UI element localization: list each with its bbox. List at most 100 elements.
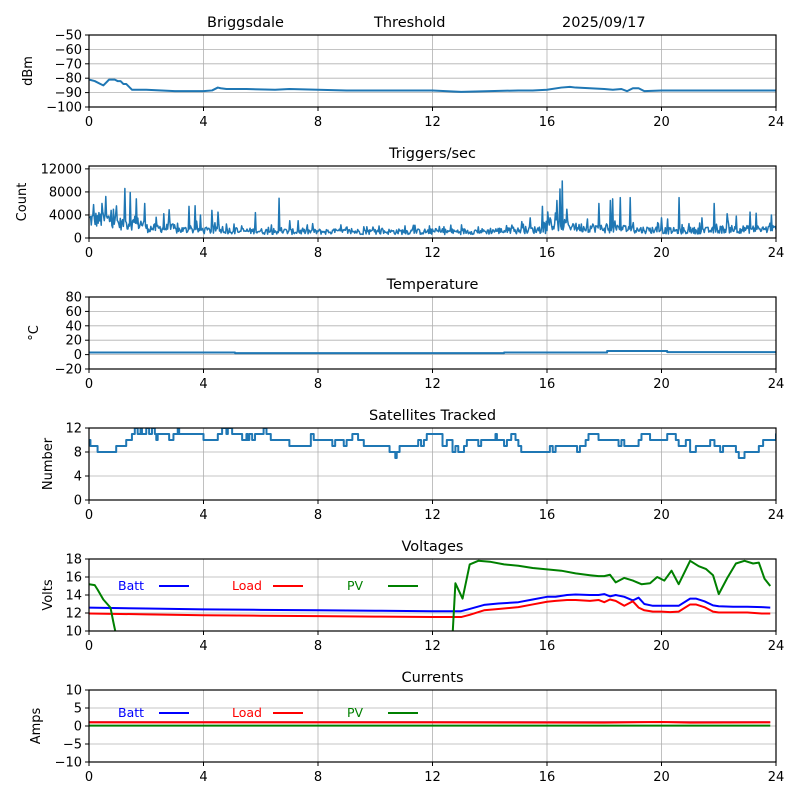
x-tick-label: 8 — [314, 770, 322, 785]
y-tick-label: −20 — [55, 363, 82, 378]
y-axis-label: dBm — [21, 56, 36, 86]
series-line-load — [89, 598, 771, 619]
x-tick-label: 16 — [539, 639, 556, 654]
panel-title: Satellites Tracked — [369, 408, 496, 424]
panel-satellites: 0 4 8 12 16 20 24 0 4 8 12 Number Satellites Tracked — [41, 408, 784, 523]
x-tick-label: 24 — [768, 115, 785, 130]
x-tick-label: 8 — [314, 377, 322, 392]
x-tick-label: 4 — [199, 639, 207, 654]
x-tick-label: 4 — [199, 377, 207, 392]
legend-item-load: Load — [232, 578, 303, 593]
x-tick-label: 16 — [539, 508, 556, 523]
y-tick-label: 4000 — [49, 208, 82, 223]
y-axis: 0 4000 8000 12000 — [41, 162, 89, 247]
legend-item-pv: PV — [347, 705, 418, 720]
x-tick-label: 4 — [199, 115, 207, 130]
y-tick-label: 12 — [65, 422, 82, 437]
y-axis-label: Amps — [29, 707, 44, 744]
series-group — [89, 350, 776, 355]
x-axis: 0 4 8 12 16 20 24 — [85, 762, 784, 785]
x-tick-label: 8 — [314, 115, 322, 130]
y-tick-label: 18 — [65, 553, 82, 568]
x-tick-label: 20 — [653, 639, 670, 654]
y-tick-label: −5 — [63, 738, 82, 753]
x-tick-label: 0 — [85, 377, 93, 392]
legend-label: PV — [347, 705, 364, 720]
panel-signal: 0 4 8 12 16 20 24 −100−90−80−70−60−50 dBm — [21, 29, 784, 131]
y-tick-label: −50 — [55, 29, 82, 44]
x-tick-label: 12 — [424, 639, 441, 654]
x-tick-label: 0 — [85, 115, 93, 130]
y-tick-label: 12 — [65, 607, 82, 622]
x-tick-label: 20 — [653, 246, 670, 261]
y-tick-label: 10 — [65, 625, 82, 640]
panel-triggers: 0 4 8 12 16 20 24 0 4000 8000 12000 Count Triggers/s… — [15, 146, 784, 261]
x-tick-label: 0 — [85, 508, 93, 523]
grid — [88, 166, 777, 239]
y-tick-label: 12000 — [41, 162, 82, 177]
station-name: Briggsdale — [207, 15, 284, 31]
x-tick-label: 24 — [768, 639, 785, 654]
x-tick-label: 8 — [314, 246, 322, 261]
series-line-load — [89, 721, 771, 724]
grid — [88, 296, 777, 370]
y-tick-label: −60 — [55, 43, 82, 58]
series-group — [89, 180, 776, 236]
x-tick-label: 12 — [424, 770, 441, 785]
legend-item-batt: Batt — [118, 705, 189, 720]
y-axis: −100−90−80−70−60−50 — [46, 29, 89, 116]
legend-item-pv: PV — [347, 578, 418, 593]
x-tick-label: 16 — [539, 115, 556, 130]
series-line-triggers — [89, 180, 776, 236]
series-group — [89, 559, 772, 631]
y-tick-label: 16 — [65, 571, 82, 586]
legend-label: Batt — [118, 705, 144, 720]
x-axis: 0 4 8 12 16 20 24 — [85, 631, 784, 654]
legend-label: Load — [232, 705, 262, 720]
grid — [88, 558, 777, 632]
y-tick-label: 60 — [65, 305, 82, 320]
x-tick-label: 0 — [85, 770, 93, 785]
panel-title: Triggers/sec — [388, 146, 476, 162]
x-tick-label: 12 — [424, 377, 441, 392]
x-tick-label: 16 — [539, 770, 556, 785]
series-line-pv — [89, 559, 772, 631]
y-tick-label: −10 — [55, 756, 82, 771]
x-axis: 0 4 8 12 16 20 24 — [85, 238, 784, 261]
date-label: 2025/09/17 — [562, 15, 646, 31]
series-line-signal — [89, 78, 776, 93]
x-axis: 0 4 8 12 16 20 24 — [85, 500, 784, 523]
figure-header: Briggsdale Threshold 2025/09/17 — [207, 15, 646, 31]
series-group — [89, 721, 771, 727]
y-tick-label: 80 — [65, 291, 82, 306]
x-tick-label: 12 — [424, 246, 441, 261]
x-tick-label: 0 — [85, 639, 93, 654]
legend-item-batt: Batt — [118, 578, 189, 593]
y-tick-label: 0 — [74, 232, 82, 247]
mode-label: Threshold — [373, 15, 445, 31]
y-tick-label: −70 — [55, 57, 82, 72]
x-tick-label: 20 — [653, 377, 670, 392]
series-line-temperature — [89, 350, 776, 355]
y-axis-label: Count — [15, 183, 30, 222]
series-group — [89, 428, 776, 459]
y-tick-label: 5 — [74, 702, 82, 717]
series-line-satellites — [89, 428, 776, 459]
y-tick-label: −100 — [46, 101, 82, 116]
x-tick-label: 24 — [768, 246, 785, 261]
y-tick-label: 0 — [74, 720, 82, 735]
panel-voltages: Batt Load PV 0 4 8 12 16 20 24 10 12 14 16 18 Volts Volt… — [41, 539, 784, 654]
y-tick-label: 0 — [74, 494, 82, 509]
grid — [88, 427, 777, 501]
y-axis-label: Volts — [41, 579, 56, 611]
panel-title: Currents — [401, 670, 463, 686]
y-tick-label: 8000 — [49, 185, 82, 200]
panel-title: Voltages — [402, 539, 464, 555]
y-tick-label: 8 — [74, 446, 82, 461]
x-tick-label: 20 — [653, 770, 670, 785]
x-axis: 0 4 8 12 16 20 24 — [85, 369, 784, 392]
x-tick-label: 20 — [653, 508, 670, 523]
panel-title: Temperature — [386, 277, 479, 293]
